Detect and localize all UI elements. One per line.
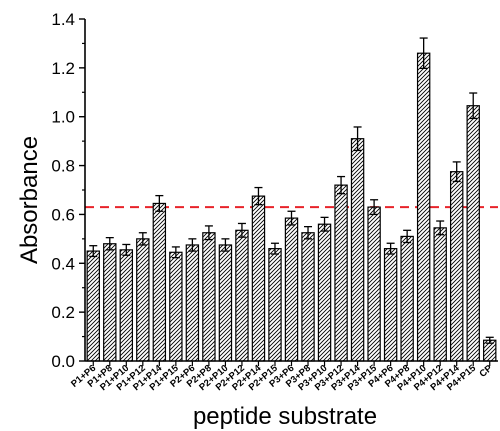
y-tick-label: 0.2	[51, 303, 75, 322]
bar-P1+P12	[136, 238, 150, 362]
bar-P3+P15	[367, 206, 381, 362]
y-tick-label: 1.2	[51, 59, 75, 78]
error-bar-P2+P10	[221, 238, 230, 252]
bar-P1+P6	[86, 250, 100, 362]
y-tick-label: 0.0	[51, 352, 75, 371]
error-bar-P3+P14	[353, 126, 362, 152]
bar-P2+P12	[235, 229, 249, 362]
error-bar-P4+P14	[452, 161, 461, 183]
error-bar-CP	[485, 336, 494, 344]
y-tick-label: 0.4	[51, 254, 75, 273]
y-tick-label: 1.0	[51, 108, 75, 127]
y-tick-label: 0.6	[51, 205, 75, 224]
y-axis-title: Absorbance	[16, 136, 43, 264]
bar-P4+P6	[383, 248, 398, 362]
x-tick-label-CP: CP	[477, 362, 495, 379]
y-tick-label: 0.8	[51, 157, 75, 176]
error-bar-P3+P15	[370, 199, 379, 216]
error-bar-P2+P12	[237, 222, 246, 238]
error-bar-P4+P12	[436, 220, 445, 236]
error-bar-P1+P8	[105, 236, 114, 251]
y-tick-label: 1.4	[51, 10, 75, 29]
bar-P3+P14	[350, 138, 365, 362]
bar-P1+P10	[119, 249, 134, 362]
error-bar-P2+P6	[188, 238, 197, 252]
bar-P2+P6	[185, 244, 200, 362]
bar-P4+P10	[416, 52, 431, 362]
bar-P3+P12	[334, 184, 348, 362]
bar-P4+P15	[466, 105, 480, 362]
error-bar-P3+P6	[287, 210, 296, 226]
error-bar-P1+P12	[138, 232, 147, 246]
bar-P2+P8	[202, 232, 216, 362]
bar-P1+P15	[169, 251, 183, 362]
error-bar-P2+P8	[204, 225, 213, 241]
error-bar-P1+P10	[122, 243, 131, 256]
bar-P3+P6	[284, 217, 299, 362]
bar-P4+P14	[449, 171, 464, 362]
bar-P2+P15	[268, 248, 282, 362]
bar-P3+P8	[301, 232, 315, 362]
error-bar-P4+P8	[403, 229, 412, 244]
error-bar-P3+P12	[337, 175, 346, 195]
bar-P1+P8	[103, 243, 117, 362]
bar-P2+P10	[218, 244, 233, 362]
error-bar-P2+P15	[270, 242, 279, 255]
error-bar-P2+P14	[254, 186, 263, 206]
bar-P1+P14	[152, 202, 167, 362]
error-bar-P1+P14	[155, 194, 164, 212]
error-bar-P1+P15	[171, 246, 180, 259]
x-axis-title: peptide substrate	[193, 403, 377, 430]
error-bar-P3+P8	[304, 225, 313, 240]
error-bar-P4+P15	[469, 92, 478, 120]
error-bar-P4+P6	[386, 242, 395, 255]
bar-P4+P8	[400, 235, 414, 362]
error-bar-P4+P10	[419, 37, 428, 69]
bar-P4+P12	[433, 227, 447, 362]
bar-P2+P14	[251, 195, 266, 362]
error-bar-P3+P10	[320, 216, 329, 232]
error-bar-P1+P6	[89, 245, 98, 258]
bar-P3+P10	[317, 223, 332, 362]
